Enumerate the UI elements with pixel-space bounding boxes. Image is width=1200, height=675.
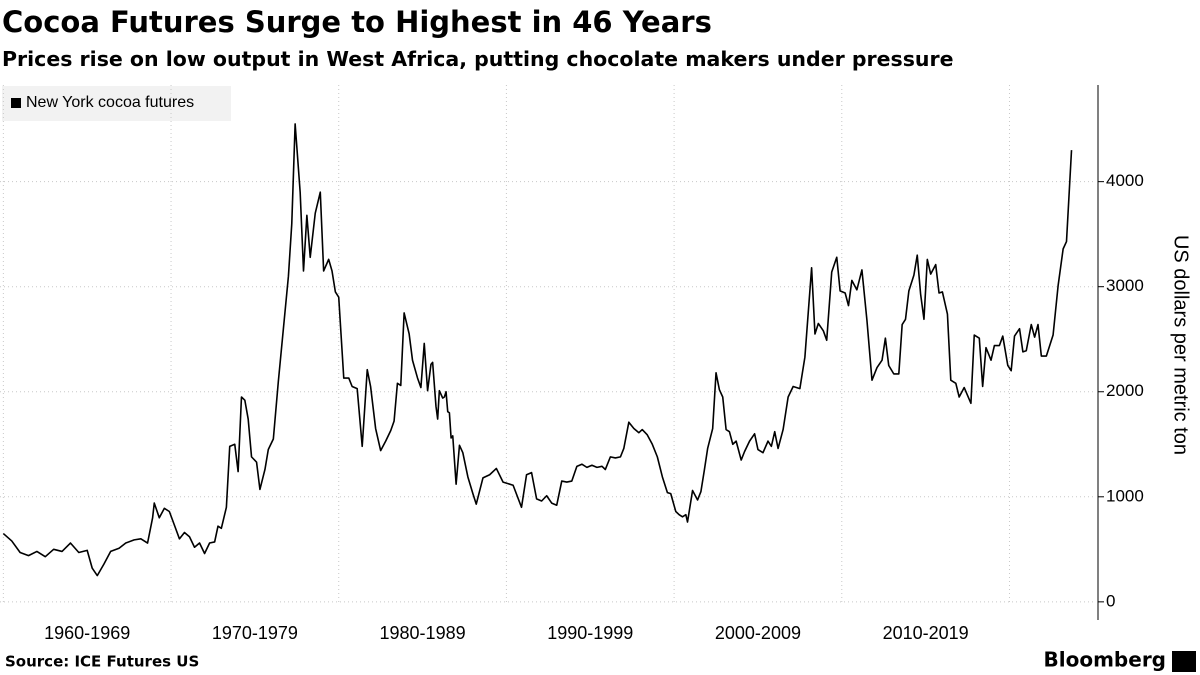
chart-title: Cocoa Futures Surge to Highest in 46 Yea… [2, 5, 712, 39]
y-tick-label: 1000 [1106, 486, 1144, 505]
logo: Bloomberg [1044, 648, 1166, 672]
y-axis-label: US dollars per metric ton [1170, 235, 1192, 455]
x-category-label: 1990-1999 [547, 623, 633, 643]
y-tick-label: 3000 [1106, 276, 1144, 295]
x-category-label: 1960-1969 [44, 623, 130, 643]
x-category-label: 1970-1979 [212, 623, 298, 643]
price-line [2, 123, 1073, 577]
x-category-label: 2000-2009 [715, 623, 801, 643]
logo-icon [1172, 651, 1196, 672]
legend-label: New York cocoa futures [26, 94, 194, 111]
chart-subtitle: Prices rise on low output in West Africa… [2, 47, 954, 71]
legend-swatch [11, 98, 21, 108]
y-tick-label: 0 [1106, 591, 1115, 610]
y-tick-label: 2000 [1106, 381, 1144, 400]
source: Source: ICE Futures US [5, 653, 199, 671]
y-tick-label: 4000 [1106, 171, 1144, 190]
x-category-label: 2010-2019 [883, 623, 969, 643]
x-category-label: 1980-1989 [380, 623, 466, 643]
legend-box [2, 86, 231, 121]
